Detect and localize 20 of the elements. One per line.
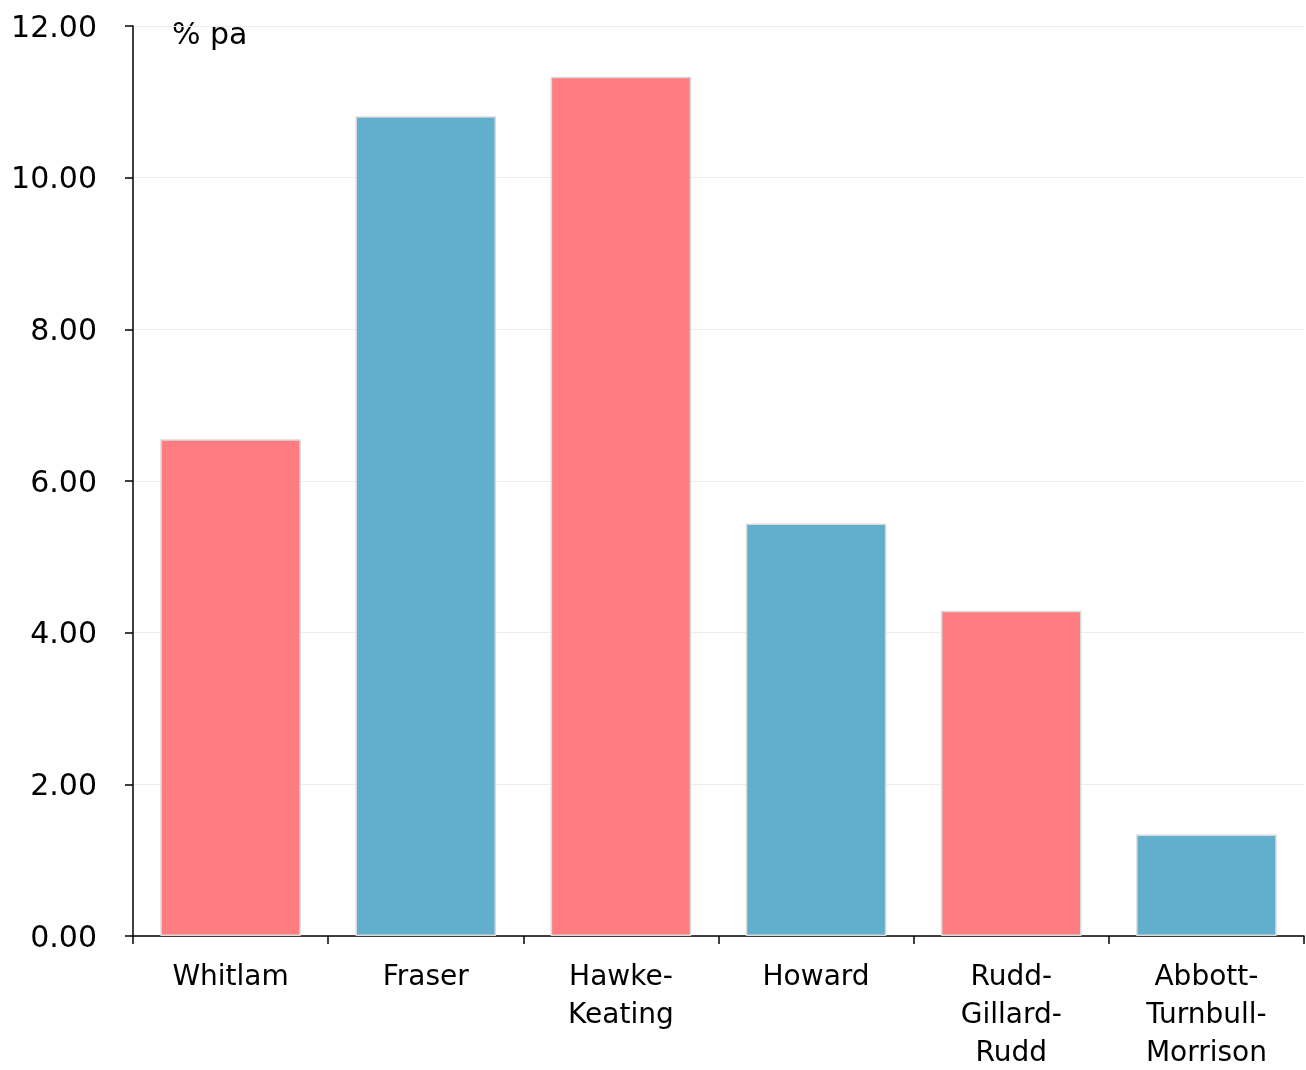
y-tick-label: 2.00 [30,766,97,802]
y-tick-label: 4.00 [30,615,97,651]
y-tick-label: 6.00 [30,463,97,499]
x-tick-label: Fraser [382,958,470,992]
x-tick-label: Howard [762,958,870,992]
x-tick-label: Hawke-Keating [568,958,674,1030]
x-tick-label: Rudd-Gillard-Rudd [960,958,1062,1068]
bar [160,439,301,936]
y-tick-label: 12.00 [11,8,97,44]
bar [745,523,887,936]
bar [1136,834,1277,936]
y-tick-label: 8.00 [30,311,97,347]
x-tick-label: Whitlam [172,958,289,992]
y-tick-label: 10.00 [11,160,97,196]
y-tick-label: 0.00 [30,918,97,954]
bar [550,76,692,936]
bar [355,116,497,936]
y-axis-title: % pa [172,15,248,51]
bar [940,610,1082,936]
x-tick-label: Abbott-Turnbull-Morrison [1145,958,1267,1068]
